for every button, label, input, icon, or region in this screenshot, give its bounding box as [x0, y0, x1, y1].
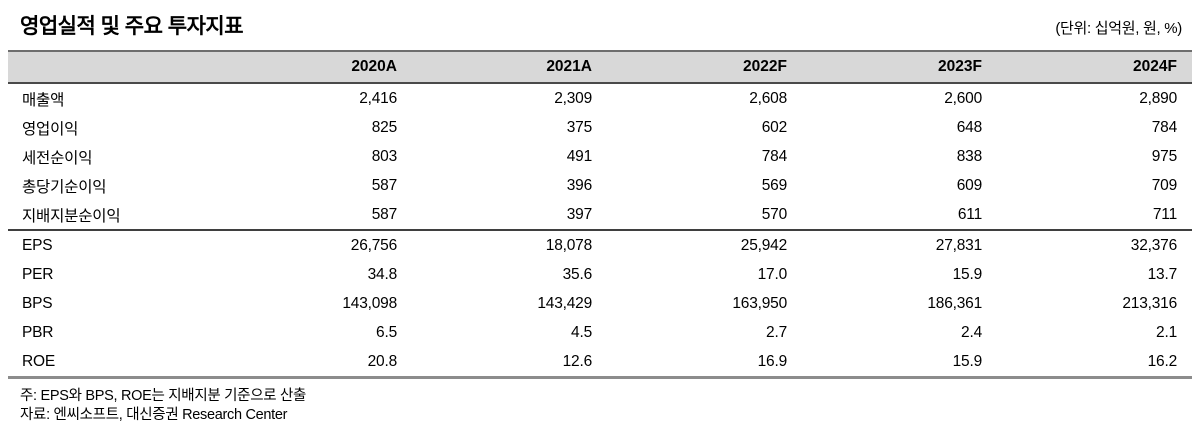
cell-value: 2.1 — [1156, 323, 1177, 341]
table-row: BPS 143,098 143,429 163,950 186,361 213,316 — [8, 289, 1192, 318]
cell-value: 602 — [761, 118, 787, 136]
cell-value: 397 — [566, 205, 592, 223]
cell-value: 17.0 — [757, 265, 788, 283]
header-year-2021a: 2021A — [412, 51, 607, 84]
footnote-source: 자료: 엔씨소프트, 대신증권 Research Center — [20, 406, 288, 423]
cell-value: 26,756 — [217, 229, 412, 260]
cell-value: 18,078 — [412, 229, 607, 260]
cell-value: 2,608 — [749, 89, 787, 107]
row-label: BPS — [22, 294, 53, 312]
header-year-2024f: 2024F — [997, 51, 1192, 84]
report-table-page: 영업실적 및 주요 투자지표 (단위: 십억원, 원, %) 2020A 202… — [8, 14, 1192, 424]
row-label: EPS — [8, 229, 217, 260]
cell-value: 16.2 — [1147, 352, 1178, 370]
cell-value: 16.9 — [757, 352, 788, 370]
cell-value: 709 — [1151, 176, 1177, 194]
cell-value: 838 — [956, 147, 982, 165]
table-row: PER 34.8 35.6 17.0 15.9 13.7 — [8, 260, 1192, 289]
row-label: PER — [22, 265, 54, 283]
cell-value: 12.6 — [562, 352, 593, 370]
cell-value: 611 — [957, 205, 982, 223]
table-row: 영업이익 825 375 602 648 784 — [8, 113, 1192, 142]
cell-value: 213,316 — [1122, 294, 1177, 312]
financial-table: 2020A 2021A 2022F 2023F 2024F 매출액 2,416 2,… — [8, 50, 1192, 379]
table-row: PBR 6.5 4.5 2.7 2.4 2.1 — [8, 318, 1192, 347]
row-label: 영업이익 — [22, 120, 79, 138]
header-year-2022f: 2022F — [607, 51, 802, 84]
cell-value: 13.7 — [1147, 265, 1178, 283]
cell-value: 825 — [371, 118, 397, 136]
cell-value: 569 — [761, 176, 787, 194]
row-label: 지배지분순이익 — [22, 207, 121, 225]
cell-value: 975 — [1151, 147, 1177, 165]
cell-value: 784 — [761, 147, 787, 165]
cell-value: 784 — [1151, 118, 1177, 136]
table-row: 총당기순이익 587 396 569 609 709 — [8, 171, 1192, 200]
table-header-block: 영업실적 및 주요 투자지표 (단위: 십억원, 원, %) — [8, 14, 1192, 40]
cell-value: 15.9 — [952, 265, 983, 283]
table-row: 매출액 2,416 2,309 2,608 2,600 2,890 — [8, 83, 1192, 113]
cell-value: 2,600 — [944, 89, 982, 107]
cell-value: 803 — [371, 147, 397, 165]
cell-value: 186,361 — [927, 294, 982, 312]
cell-value: 15.9 — [952, 352, 983, 370]
table-row: ROE 20.8 12.6 16.9 15.9 16.2 — [8, 347, 1192, 378]
table-row: 세전순이익 803 491 784 838 975 — [8, 142, 1192, 171]
header-year-2023f: 2023F — [802, 51, 997, 84]
cell-value: 25,942 — [607, 229, 802, 260]
footnote-note: 주: EPS와 BPS, ROE는 지배지분 기준으로 산출 — [20, 388, 307, 404]
cell-value: 20.8 — [367, 352, 398, 370]
cell-value: 609 — [956, 176, 982, 194]
cell-value: 491 — [566, 147, 592, 165]
cell-value: 32,376 — [997, 229, 1192, 260]
cell-value: 587 — [371, 205, 397, 223]
cell-value: 2.4 — [961, 323, 982, 341]
cell-value: 396 — [566, 176, 592, 194]
cell-value: 2,890 — [1139, 89, 1177, 107]
section-investment-indicators: EPS 26,756 18,078 25,942 27,831 32,376 PER 34.8… — [8, 229, 1192, 378]
cell-value: 2.7 — [766, 323, 787, 341]
cell-value: 143,098 — [342, 294, 397, 312]
row-label: ROE — [22, 352, 55, 370]
cell-value: 35.6 — [562, 265, 593, 283]
cell-value: 711 — [1152, 205, 1177, 223]
cell-value: 587 — [371, 176, 397, 194]
table-header-row: 2020A 2021A 2022F 2023F 2024F — [8, 51, 1192, 84]
cell-value: 163,950 — [732, 294, 787, 312]
cell-value: 27,831 — [802, 229, 997, 260]
unit-note: (단위: 십억원, 원, %) — [1055, 20, 1182, 37]
row-label: 매출액 — [22, 91, 65, 109]
table-row: 지배지분순이익 587 397 570 611 711 — [8, 200, 1192, 230]
cell-value: 570 — [761, 205, 787, 223]
cell-value: 375 — [566, 118, 592, 136]
cell-value: 143,429 — [537, 294, 592, 312]
cell-value: 2,416 — [359, 89, 397, 107]
section-operating-results: 매출액 2,416 2,309 2,608 2,600 2,890 영업이익 825 375 60… — [8, 83, 1192, 230]
row-label: 총당기순이익 — [22, 178, 107, 196]
cell-value: 648 — [956, 118, 982, 136]
header-label-cell — [8, 51, 217, 84]
footnotes: 주: EPS와 BPS, ROE는 지배지분 기준으로 산출 자료: 엔씨소프트… — [8, 387, 1192, 424]
cell-value: 34.8 — [367, 265, 398, 283]
row-label: 세전순이익 — [22, 149, 93, 167]
cell-value: 6.5 — [376, 323, 397, 341]
cell-value: 4.5 — [571, 323, 592, 341]
cell-value: 2,309 — [554, 89, 592, 107]
page-title: 영업실적 및 주요 투자지표 — [20, 15, 244, 38]
row-label: PBR — [22, 323, 54, 341]
table-row: EPS 26,756 18,078 25,942 27,831 32,376 — [8, 229, 1192, 260]
header-year-2020a: 2020A — [217, 51, 412, 84]
